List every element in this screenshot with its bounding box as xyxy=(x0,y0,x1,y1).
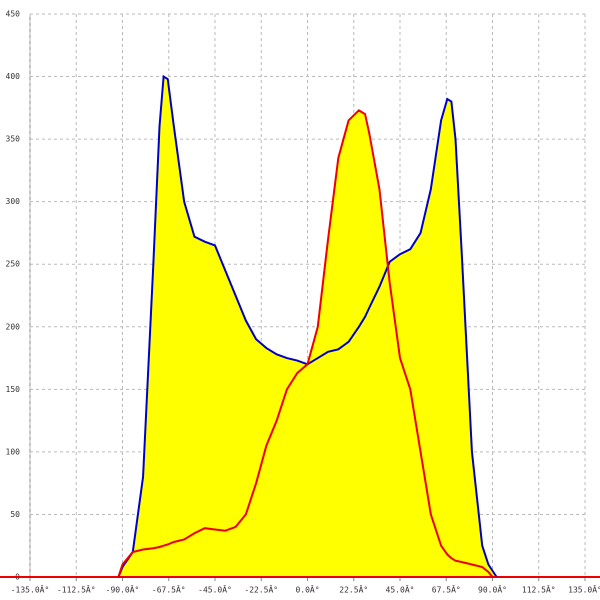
series-line xyxy=(117,109,497,578)
series-line xyxy=(117,74,498,578)
y-tick-label: 350 xyxy=(6,135,21,144)
y-tick-label: 400 xyxy=(6,72,21,81)
x-tick-label: -22.5Â° xyxy=(244,584,278,595)
x-tick-label: 135.0Â° xyxy=(568,584,600,595)
x-tick-label: -112.5Â° xyxy=(57,584,96,595)
y-tick-label: 300 xyxy=(6,197,21,206)
x-tick-label: 67.5Â° xyxy=(432,584,461,595)
x-tick-label: 45.0Â° xyxy=(386,584,415,595)
x-tick-label: 90.0Â° xyxy=(478,584,507,595)
x-tick-label: -67.5Â° xyxy=(152,584,186,595)
area-fill xyxy=(118,110,497,577)
y-tick-label: 100 xyxy=(6,447,21,456)
x-tick-label: 22.5Â° xyxy=(339,584,368,595)
y-tick-label: 450 xyxy=(6,10,21,19)
y-tick-label: 150 xyxy=(6,385,21,394)
x-tick-label: 0.0Â° xyxy=(295,584,319,595)
x-tick-label: -45.0Â° xyxy=(198,584,232,595)
y-tick-label: 200 xyxy=(6,322,21,331)
y-tick-label: 50 xyxy=(10,510,20,519)
x-tick-label: 112.5Â° xyxy=(522,584,556,595)
x-tick-label: -135.0Â° xyxy=(11,584,50,595)
x-tick-label: -90.0Â° xyxy=(106,584,140,595)
y-tick-label: 250 xyxy=(6,260,21,269)
